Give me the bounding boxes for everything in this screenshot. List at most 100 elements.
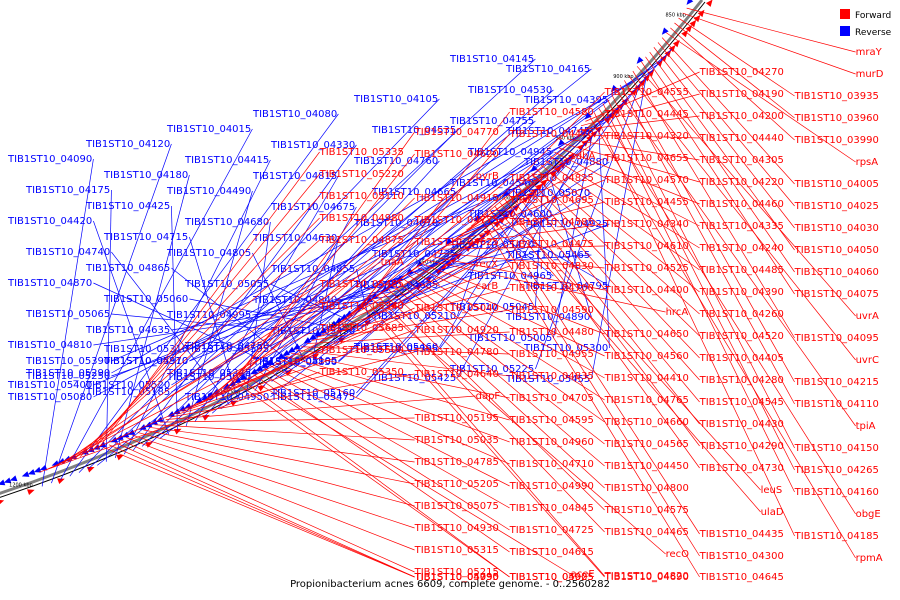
forward-leader-line	[108, 444, 415, 578]
reverse-gene-label: TIB1ST10_05250	[25, 371, 110, 382]
forward-feature	[697, 9, 705, 18]
forward-gene-label: hrcA	[666, 307, 689, 318]
reverse-leader-line	[105, 189, 112, 462]
forward-gene-label: TIB1ST10_04640	[414, 369, 499, 380]
forward-leader-line	[373, 299, 666, 555]
legend-reverse-label: Reverse	[855, 28, 892, 38]
reverse-feature	[319, 327, 327, 334]
forward-feature	[630, 88, 638, 96]
reverse-gene-label: TIB1ST10_04850	[252, 357, 337, 368]
reverse-feature	[502, 190, 510, 197]
forward-leader-line	[485, 214, 700, 557]
forward-leader-line	[165, 395, 476, 420]
forward-leader-line	[85, 195, 320, 455]
forward-gene-label: TIB1ST10_04340	[604, 219, 689, 230]
forward-gene-label: TIB1ST10_04845	[509, 503, 594, 514]
forward-leader-line	[442, 245, 605, 250]
reverse-gene-label: TIB1ST10_05005	[467, 333, 552, 344]
forward-gene-label: TIB1ST10_05340	[319, 301, 404, 312]
reverse-feature	[415, 260, 424, 268]
forward-leader-line	[494, 206, 761, 513]
forward-gene-label: TIB1ST10_04005	[794, 179, 879, 190]
reverse-leader-line	[141, 129, 458, 447]
forward-gene-label: aceE	[571, 569, 595, 580]
reverse-gene-label: TIB1ST10_05300	[523, 343, 608, 354]
forward-leader-line	[337, 199, 510, 325]
forward-leader-line	[332, 221, 510, 328]
reverse-feature	[0, 479, 6, 486]
forward-gene-label: TIB1ST10_04150	[794, 443, 879, 454]
forward-gene-label: TIB1ST10_05350	[319, 367, 404, 378]
forward-gene-label: TIB1ST10_04700	[509, 283, 594, 294]
forward-gene-label: TIB1ST10_04545	[699, 397, 784, 408]
forward-leader-line	[456, 179, 605, 239]
forward-gene-label: TIB1ST10_04200	[699, 111, 784, 122]
forward-feature	[608, 112, 616, 120]
forward-leader-line	[176, 351, 415, 415]
reverse-gene-label: TIB1ST10_04685	[353, 280, 438, 291]
forward-leader-line	[563, 143, 700, 183]
reverse-gene-label: TIB1ST10_04145	[449, 54, 534, 65]
reverse-gene-label: TIB1ST10_04015	[166, 124, 251, 135]
forward-leader-line	[661, 37, 795, 185]
reverse-gene-label: TIB1ST10_05185	[85, 387, 170, 398]
forward-feature	[0, 500, 5, 505]
reverse-leader-line	[439, 93, 633, 350]
forward-leader-line	[432, 256, 605, 291]
forward-leader-line	[636, 66, 856, 317]
reverse-feature	[33, 466, 42, 473]
reverse-gene-label: TIB1ST10_04675	[270, 202, 355, 213]
reverse-gene-label: TIB1ST10_04665	[371, 187, 456, 198]
reverse-leader-line	[457, 234, 486, 317]
forward-leader-line	[342, 177, 510, 321]
forward-leader-line	[56, 305, 320, 467]
reverse-gene-label: TIB1ST10_04530	[467, 85, 552, 96]
reverse-gene-label: TIB1ST10_04080	[252, 109, 337, 120]
forward-gene-label: TIB1ST10_04800	[604, 483, 689, 494]
forward-leader-line	[682, 12, 856, 75]
forward-gene-label: TIB1ST10_05485	[319, 279, 404, 290]
forward-feature	[689, 19, 697, 28]
reverse-feature	[21, 471, 30, 477]
forward-gene-label: TIB1ST10_04455	[604, 197, 689, 208]
forward-gene-label: TIB1ST10_04095	[794, 333, 879, 344]
reverse-gene-label: TIB1ST10_05210	[371, 311, 456, 322]
forward-gene-label: TIB1ST10_04575	[604, 505, 689, 516]
forward-leader-line	[193, 285, 476, 407]
forward-gene-label: TIB1ST10_05090	[414, 572, 499, 583]
forward-leader-line	[585, 71, 700, 122]
reverse-leader-line	[123, 159, 271, 455]
forward-feature	[526, 191, 534, 199]
forward-gene-label: TIB1ST10_04960	[509, 437, 594, 448]
forward-leader-line	[154, 424, 415, 441]
forward-gene-label: TIB1ST10_04905	[509, 572, 594, 583]
forward-gene-label: TIB1ST10_04590	[509, 305, 594, 316]
reverse-gene-label: TIB1ST10_04750	[184, 341, 269, 352]
reverse-feature	[557, 139, 565, 147]
forward-leader-line	[367, 303, 605, 577]
forward-gene-label: carB	[476, 281, 499, 292]
forward-gene-label: TIB1ST10_04645	[699, 572, 784, 583]
reverse-gene-label: TIB1ST10_04090	[7, 154, 92, 165]
forward-gene-label: rpsA	[856, 157, 879, 168]
forward-feature	[173, 428, 182, 435]
forward-gene-label: TIB1ST10_04560	[604, 351, 689, 362]
forward-gene-label: TIB1ST10_03960	[794, 113, 879, 124]
forward-gene-label: TIB1ST10_04690	[604, 572, 689, 583]
reverse-leader-line	[203, 160, 440, 418]
forward-gene-label: TIB1ST10_04280	[699, 375, 784, 386]
forward-feature	[643, 74, 651, 82]
reverse-gene-label: TIB1ST10_05475	[270, 392, 355, 403]
reverse-leader-line	[535, 183, 544, 308]
reverse-leader-line	[189, 63, 660, 362]
reverse-gene-label: TIB1ST10_04995	[166, 310, 251, 321]
forward-gene-label: TIB1ST10_04320	[604, 131, 689, 142]
forward-gene-label: TIB1ST10_04660	[604, 417, 689, 428]
forward-gene-label: TIB1ST10_05195	[414, 413, 499, 424]
reverse-leader-line	[41, 158, 94, 487]
reverse-leader-line	[93, 282, 289, 373]
forward-feature	[86, 466, 95, 473]
forward-gene-label: TIB1ST10_04955	[509, 349, 594, 360]
reverse-feature	[239, 374, 247, 381]
reverse-gene-label: TIB1ST10_04815	[252, 171, 337, 182]
